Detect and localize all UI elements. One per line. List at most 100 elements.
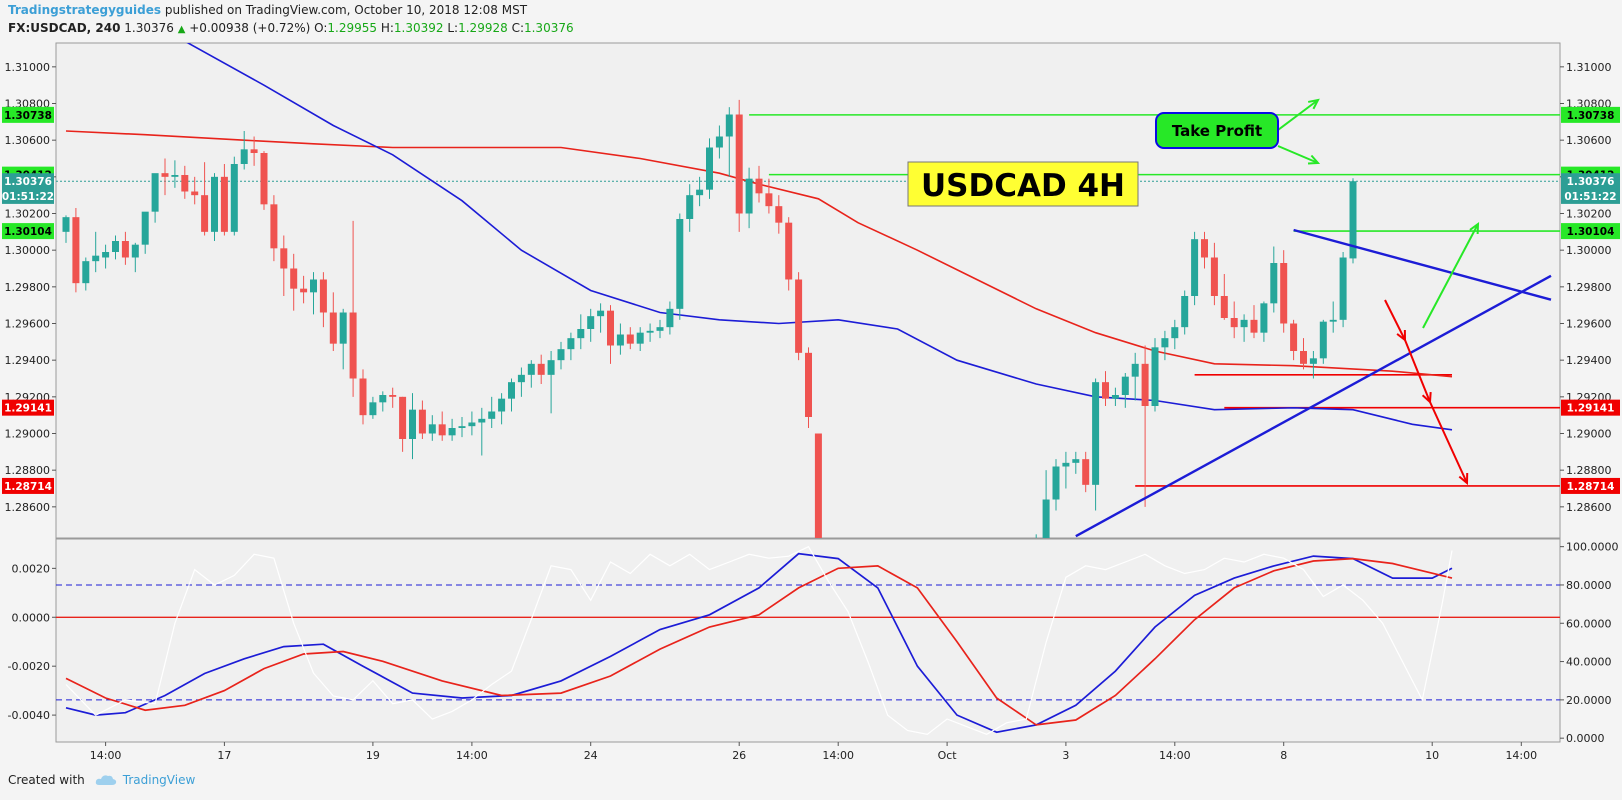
candle-body	[1280, 263, 1288, 324]
candle-body	[1250, 319, 1258, 333]
candle-body	[626, 334, 634, 344]
price-tick-label-left: 1.28600	[5, 501, 51, 514]
candle-body	[300, 288, 308, 293]
candle-body	[379, 395, 387, 403]
candle-body	[1290, 323, 1298, 351]
candle-body	[112, 241, 119, 252]
osc-tick-label-right: 40.0000	[1566, 656, 1612, 669]
candle-body	[1349, 181, 1357, 259]
candle-body	[359, 378, 367, 416]
open-value: 1.29955	[327, 21, 378, 35]
candle-body	[418, 409, 426, 434]
candle-body	[805, 352, 812, 417]
publisher-link[interactable]: Tradingstrategyguides	[8, 3, 162, 17]
price-tick-label-left: 1.29000	[5, 428, 51, 441]
price-badge-right-text: 1.30376	[1567, 176, 1615, 188]
price-tick-label-right: 1.29600	[1566, 318, 1612, 331]
candle-body	[260, 153, 268, 205]
candle-body	[1072, 459, 1080, 463]
candle-body	[567, 338, 575, 350]
oscillator-pane	[55, 538, 1561, 743]
candle-body	[686, 195, 694, 219]
candle-body	[82, 261, 90, 284]
candle-body	[666, 308, 674, 328]
price-badge-right-text: 1.30104	[1567, 226, 1615, 238]
price-badge-right-text: 1.29141	[1567, 403, 1615, 415]
footer: Created with TradingView	[8, 773, 195, 787]
time-tick-label: 14:00	[1159, 749, 1191, 762]
up-arrow	[1422, 223, 1479, 329]
osc-tick-label-right: 100.0000	[1566, 541, 1619, 554]
candle-body	[1131, 363, 1139, 377]
symbol-label[interactable]: FX:USDCAD, 240	[8, 21, 121, 35]
price-badge-left	[2, 223, 54, 240]
trendline	[1075, 274, 1552, 538]
price-badge-right	[1561, 399, 1620, 416]
candle-body	[1082, 459, 1090, 485]
candle-body	[1220, 296, 1228, 318]
time-tick-label: 17	[217, 749, 231, 762]
price-badge-left-text: 1.30104	[4, 226, 52, 238]
price-tick-label-right: 1.29400	[1566, 354, 1612, 367]
close-value: 1.30376	[523, 21, 574, 35]
candle-body	[428, 424, 436, 434]
candle-body	[478, 418, 486, 423]
price-tick-label-left: 1.28800	[5, 464, 51, 477]
price-tick-label-right: 1.30000	[1566, 244, 1612, 257]
candle-body	[785, 222, 793, 280]
high-value: 1.30392	[393, 21, 444, 35]
candle-body	[696, 189, 704, 196]
osc-tick-label-right: 20.0000	[1566, 694, 1612, 707]
candle-body	[230, 164, 238, 232]
osc-tick-label-right: 0.0000	[1566, 732, 1605, 745]
price-tick-label-left: 1.29800	[5, 281, 51, 294]
osc-tick-label-right: 80.0000	[1566, 579, 1612, 592]
price-badge-right	[1561, 187, 1620, 204]
title-text: USDCAD 4H	[921, 168, 1125, 204]
candle-body	[72, 217, 80, 284]
candle-body	[121, 241, 129, 258]
time-tick-label: 14:00	[822, 749, 854, 762]
high-label: H:	[380, 21, 394, 35]
candle-body	[706, 147, 713, 190]
tradingview-link[interactable]: TradingView	[122, 773, 196, 787]
price-tick-label-right: 1.28600	[1566, 501, 1612, 514]
osc-series-line	[65, 557, 1453, 726]
candle-body	[270, 204, 278, 249]
take-profit-arrow	[1277, 145, 1319, 164]
candle-body	[715, 136, 723, 148]
candle-body	[369, 402, 377, 416]
candle-body	[1319, 321, 1327, 359]
candle-body	[1201, 239, 1208, 258]
candle-body	[319, 279, 327, 313]
candle-body	[1270, 263, 1278, 304]
candle-body	[1329, 319, 1337, 322]
price-badge-left	[2, 173, 54, 190]
moving-average-line	[65, 130, 1453, 378]
take-profit-box	[1155, 112, 1279, 149]
price-badge-right	[1561, 106, 1620, 123]
candle-body	[1121, 376, 1129, 395]
time-tick-label: 24	[584, 749, 598, 762]
price-badge-left-text: 1.29141	[4, 403, 52, 415]
candle-body	[537, 363, 545, 375]
candle-body	[220, 176, 228, 232]
candle-body	[310, 279, 317, 293]
candle-body	[389, 395, 397, 397]
price-tick-label-right: 1.29000	[1566, 428, 1612, 441]
candle-body	[587, 316, 595, 329]
candle-body	[488, 411, 496, 419]
price-badge-left-text: 1.30738	[4, 110, 52, 122]
price-tick-label-left: 1.31000	[5, 61, 51, 74]
candle-body	[725, 114, 733, 137]
candle-body	[1339, 257, 1347, 320]
up-arrow-head	[1469, 221, 1480, 235]
price-badge-right	[1561, 477, 1620, 494]
candle-body	[1181, 296, 1189, 328]
candle-body	[547, 360, 555, 375]
osc-tick-label-left: 0.0020	[12, 562, 51, 575]
take-profit-text: Take Profit	[1172, 122, 1262, 140]
candle-body	[1141, 363, 1149, 406]
candle-body	[755, 178, 763, 194]
